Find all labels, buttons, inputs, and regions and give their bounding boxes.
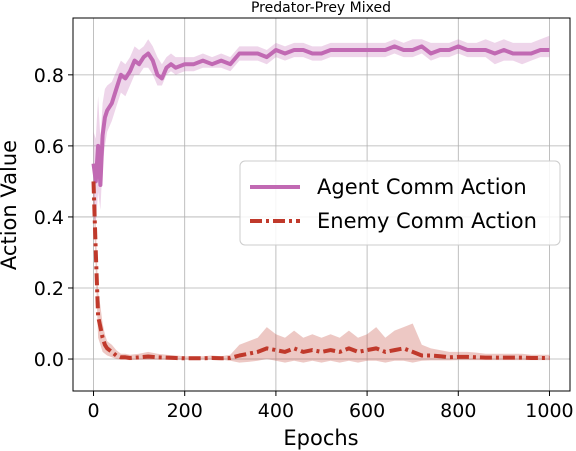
legend-box <box>239 160 561 246</box>
x-axis-label: Epochs <box>283 426 358 450</box>
legend: Agent Comm Action Enemy Comm Action <box>239 160 561 246</box>
series-lines <box>91 44 550 361</box>
enemy-comm-action-line <box>91 181 550 361</box>
x-axis-ticks: 0 200 400 600 800 1000 <box>87 391 574 422</box>
y-tick-label: 0.4 <box>34 207 64 229</box>
legend-agent-label: Agent Comm Action <box>317 175 527 199</box>
plot-frame <box>72 17 571 392</box>
y-axis-ticks: 0.0 0.2 0.4 0.6 0.8 <box>34 65 73 371</box>
confidence-bands <box>93 35 550 363</box>
y-tick-label: 0.6 <box>34 136 64 158</box>
y-tick-label: 0.2 <box>34 278 64 300</box>
x-tick-label: 0 <box>87 400 99 422</box>
chart-title: Predator-Prey Mixed <box>251 0 391 16</box>
agent-comm-action-line <box>91 44 550 187</box>
x-tick-label: 600 <box>349 400 385 422</box>
y-tick-label: 0.8 <box>34 65 64 87</box>
x-tick-label: 800 <box>440 400 476 422</box>
x-tick-label: 400 <box>258 400 294 422</box>
x-tick-label: 200 <box>167 400 203 422</box>
y-tick-label: 0.0 <box>34 349 64 371</box>
x-tick-label: 1000 <box>525 400 573 422</box>
y-axis-label: Action Value <box>0 140 21 270</box>
legend-enemy-label: Enemy Comm Action <box>317 209 537 233</box>
agent-comm-action-band <box>93 35 550 224</box>
